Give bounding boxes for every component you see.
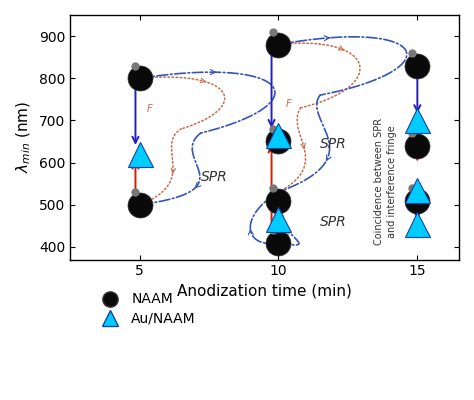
Text: SPR: SPR	[320, 136, 347, 150]
Legend: NAAM, Au/NAAM: NAAM, Au/NAAM	[97, 292, 196, 326]
X-axis label: Anodization time (min): Anodization time (min)	[177, 284, 352, 299]
Text: F: F	[146, 104, 152, 114]
Text: Coincidence between SPR
and interference fringe: Coincidence between SPR and interference…	[374, 118, 397, 245]
Text: SPR: SPR	[320, 216, 347, 230]
Text: SPR: SPR	[201, 170, 228, 184]
Text: F: F	[285, 98, 291, 108]
Y-axis label: $\lambda_{min}$ (nm): $\lambda_{min}$ (nm)	[15, 101, 33, 173]
